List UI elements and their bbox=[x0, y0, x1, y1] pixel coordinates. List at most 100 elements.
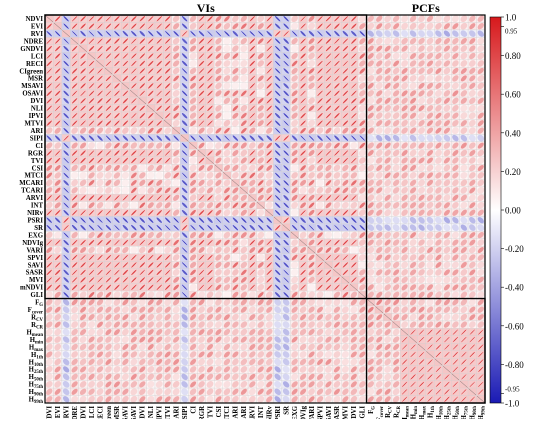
correlation-ellipse bbox=[165, 60, 171, 67]
correlation-ellipse bbox=[452, 52, 459, 60]
correlation-ellipse bbox=[435, 37, 442, 45]
correlation-ellipse bbox=[80, 30, 86, 37]
correlation-ellipse bbox=[156, 23, 162, 29]
correlation-ellipse bbox=[71, 60, 78, 67]
correlation-ellipse bbox=[63, 23, 69, 29]
correlation-ellipse bbox=[317, 16, 323, 22]
correlation-ellipse bbox=[249, 45, 255, 52]
correlation-ellipse bbox=[283, 60, 289, 67]
correlation-ellipse bbox=[240, 45, 248, 53]
correlation-ellipse bbox=[384, 45, 391, 52]
correlation-ellipse bbox=[232, 23, 239, 30]
correlation-ellipse bbox=[88, 75, 95, 82]
correlation-ellipse bbox=[274, 53, 281, 59]
correlation-ellipse bbox=[105, 38, 112, 44]
correlation-ellipse bbox=[283, 45, 289, 52]
correlation-ellipse bbox=[97, 45, 103, 52]
correlation-ellipse bbox=[232, 15, 239, 23]
correlation-ellipse bbox=[300, 16, 306, 22]
correlation-ellipse bbox=[410, 52, 417, 60]
correlation-ellipse bbox=[257, 60, 265, 67]
correlation-ellipse bbox=[283, 38, 289, 44]
correlation-ellipse bbox=[384, 15, 392, 23]
correlation-ellipse bbox=[232, 45, 239, 52]
correlation-ellipse bbox=[207, 60, 213, 67]
correlation-ellipse bbox=[308, 45, 315, 52]
correlation-ellipse bbox=[172, 60, 180, 67]
correlation-ellipse bbox=[325, 38, 332, 44]
correlation-ellipse bbox=[215, 37, 222, 45]
correlation-ellipse bbox=[384, 37, 392, 45]
correlation-ellipse bbox=[266, 45, 272, 52]
diagonal-mark bbox=[62, 30, 71, 38]
diagonal-mark bbox=[79, 45, 87, 52]
correlation-ellipse bbox=[55, 60, 61, 67]
correlation-ellipse bbox=[71, 75, 78, 82]
correlation-ellipse bbox=[477, 60, 485, 67]
correlation-ellipse bbox=[139, 38, 145, 44]
correlation-ellipse bbox=[80, 60, 86, 67]
correlation-ellipse bbox=[148, 38, 154, 44]
correlation-ellipse bbox=[334, 68, 340, 74]
correlation-ellipse bbox=[275, 68, 281, 74]
correlation-ellipse bbox=[375, 37, 383, 45]
correlation-ellipse bbox=[198, 30, 205, 37]
correlation-ellipse bbox=[131, 30, 137, 37]
correlation-ellipse bbox=[190, 45, 197, 52]
correlation-ellipse bbox=[139, 45, 145, 52]
correlation-ellipse bbox=[469, 38, 476, 45]
correlation-ellipse bbox=[376, 23, 383, 30]
correlation-ellipse bbox=[275, 60, 281, 67]
correlation-ellipse bbox=[418, 15, 425, 23]
correlation-ellipse bbox=[105, 45, 112, 52]
correlation-ellipse bbox=[409, 37, 417, 45]
correlation-ellipse bbox=[308, 68, 315, 74]
correlation-ellipse bbox=[291, 52, 298, 60]
correlation-ellipse bbox=[469, 15, 476, 22]
correlation-ellipse bbox=[317, 53, 323, 59]
correlation-ellipse bbox=[240, 60, 248, 67]
correlation-ellipse bbox=[452, 45, 459, 52]
correlation-ellipse bbox=[460, 52, 468, 60]
correlation-ellipse bbox=[88, 16, 95, 22]
correlation-ellipse bbox=[189, 15, 197, 22]
correlation-ellipse bbox=[435, 22, 442, 30]
correlation-ellipse bbox=[393, 60, 400, 67]
correlation-ellipse bbox=[334, 30, 340, 37]
correlation-ellipse bbox=[325, 30, 332, 37]
correlation-ellipse bbox=[376, 67, 383, 75]
correlation-ellipse bbox=[325, 53, 332, 59]
correlation-ellipse bbox=[325, 68, 332, 74]
correlation-ellipse bbox=[240, 37, 248, 45]
correlation-ellipse bbox=[241, 30, 247, 37]
correlation-ellipse bbox=[172, 37, 180, 45]
correlation-ellipse bbox=[460, 38, 467, 45]
correlation-ellipse bbox=[231, 60, 239, 67]
correlation-ellipse bbox=[469, 52, 476, 60]
correlation-ellipse bbox=[46, 60, 52, 67]
correlation-ellipse bbox=[105, 53, 112, 59]
correlation-ellipse bbox=[300, 53, 306, 59]
correlation-ellipse bbox=[409, 22, 417, 30]
correlation-ellipse bbox=[317, 30, 323, 37]
correlation-ellipse bbox=[223, 45, 231, 53]
correlation-ellipse bbox=[342, 30, 349, 37]
correlation-ellipse bbox=[139, 30, 146, 37]
correlation-ellipse bbox=[241, 23, 247, 30]
correlation-ellipse bbox=[342, 68, 349, 74]
correlation-ellipse bbox=[393, 23, 400, 30]
correlation-ellipse bbox=[71, 31, 78, 37]
correlation-ellipse bbox=[88, 31, 95, 37]
diagonal-mark bbox=[53, 22, 62, 30]
correlation-ellipse bbox=[122, 38, 129, 44]
correlation-ellipse bbox=[384, 22, 391, 30]
correlation-ellipse bbox=[443, 60, 451, 67]
correlation-ellipse bbox=[80, 23, 86, 29]
correlation-ellipse bbox=[300, 68, 306, 74]
correlation-ellipse bbox=[63, 16, 69, 22]
correlation-ellipse bbox=[139, 53, 145, 59]
correlation-ellipse bbox=[334, 16, 340, 22]
correlation-ellipse bbox=[266, 60, 272, 67]
correlation-ellipse bbox=[114, 68, 120, 74]
diagonal-mark bbox=[87, 52, 96, 60]
